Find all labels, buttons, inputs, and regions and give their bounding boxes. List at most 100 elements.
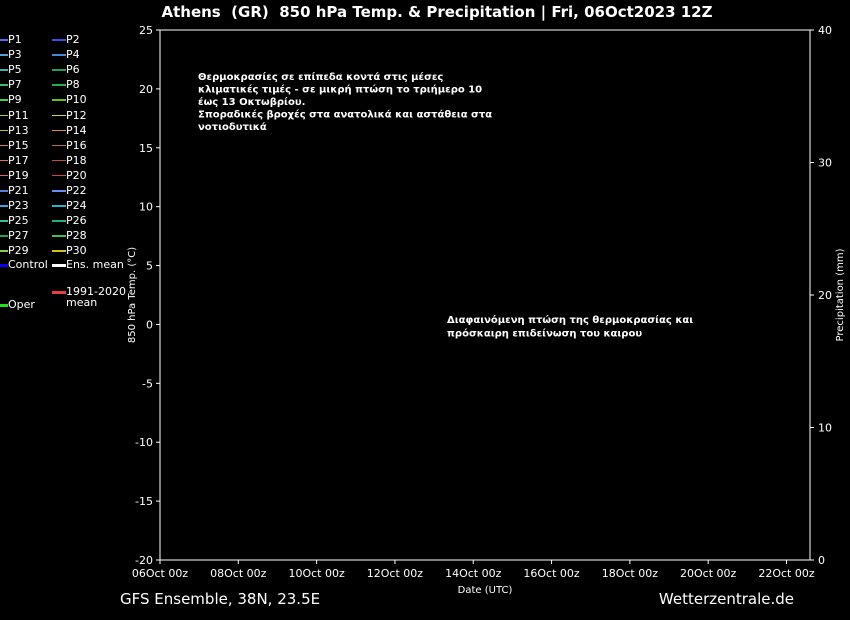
legend-label: P16 (66, 138, 87, 152)
legend-swatch (0, 159, 8, 162)
legend-swatch (52, 291, 66, 294)
annotation: Σποραδικές βροχές στα ανατολικά και αστά… (198, 109, 492, 121)
chart-title: Athens (GR) 850 hPa Temp. & Precipitatio… (162, 3, 713, 22)
x-tick-label: 18Oct 00z (602, 567, 659, 580)
footer-left: GFS Ensemble, 38N, 23.5E (120, 590, 320, 608)
legend-label: P1 (8, 33, 22, 46)
legend-label: Control (8, 258, 48, 271)
legend-swatch (52, 220, 66, 222)
legend-swatch (0, 69, 8, 71)
legend-swatch (52, 84, 66, 86)
y2-axis-label: Precipitation (mm) (835, 248, 846, 341)
legend-label: P28 (66, 229, 87, 243)
legend-label: P6 (66, 63, 80, 77)
legend-label: P10 (66, 93, 87, 107)
legend-swatch (52, 250, 66, 252)
x-tick-label: 16Oct 00z (523, 567, 580, 580)
y-tick-label: -10 (135, 436, 153, 449)
legend-swatch (0, 54, 8, 56)
legend-label: 1991-2020 mean (66, 285, 126, 309)
legend-label: Ens. mean (66, 258, 124, 271)
legend-label: P17 (8, 153, 29, 167)
legend-swatch (52, 205, 66, 207)
legend-label: P29 (8, 244, 29, 258)
legend-label: P13 (8, 123, 29, 137)
y-tick-label: 15 (139, 142, 153, 155)
y-tick-label: 10 (139, 201, 153, 214)
y-tick-label: 25 (139, 24, 153, 37)
legend-swatch (52, 69, 66, 71)
x-tick-label: 08Oct 00z (210, 567, 267, 580)
legend-label: P5 (8, 63, 22, 77)
legend-label: P23 (8, 199, 29, 213)
y-tick-label: 20 (139, 83, 153, 96)
legend-label: P2 (66, 33, 80, 46)
legend-label: P8 (66, 78, 80, 92)
annotation: πρόσκαιρη επιδείνωση του καιρου (447, 328, 642, 340)
x-tick-label: 06Oct 00z (132, 567, 189, 580)
legend-label: P19 (8, 168, 29, 182)
legend-label: P7 (8, 78, 22, 92)
legend-swatch (0, 144, 8, 147)
legend-label: P27 (8, 229, 29, 243)
annotation: Διαφαινόμενη πτώση της θερμοκρασίας και (447, 314, 693, 326)
legend-swatch (0, 174, 8, 177)
legend-swatch (0, 235, 8, 237)
legend-label: P24 (66, 199, 87, 213)
legend-swatch (0, 250, 8, 252)
legend-swatch (0, 304, 8, 307)
legend-label: P22 (66, 184, 87, 197)
x-axis-label: Date (UTC) (458, 585, 513, 596)
legend-swatch (52, 264, 66, 267)
y-tick-label: 0 (146, 318, 153, 331)
y-tick-label: -5 (142, 377, 153, 390)
x-tick-label: 14Oct 00z (445, 567, 502, 580)
legend-swatch (52, 99, 66, 101)
footer-right: Wetterzentrale.de (659, 590, 794, 608)
legend-swatch (52, 129, 66, 132)
legend-swatch (0, 84, 8, 86)
annotation: έως 13 Οκτωβρίου. (198, 96, 305, 108)
y-axis-label: 850 hPa Temp. (°C) (127, 247, 138, 343)
legend-label: P3 (8, 48, 22, 62)
legend-label: P11 (8, 108, 29, 122)
legend-label: Oper (8, 298, 35, 311)
annotation: κλιματικές τιμές - σε μικρή πτώση το τρι… (198, 84, 482, 96)
legend-swatch (52, 235, 66, 237)
y-tick-label: 5 (146, 260, 153, 273)
y2-tick-label: 40 (818, 24, 832, 37)
legend-label: P20 (66, 168, 87, 182)
legend-label: P9 (8, 93, 22, 107)
y2-tick-label: 30 (818, 157, 832, 170)
legend-swatch (0, 205, 8, 207)
legend-swatch (52, 159, 66, 162)
y2-tick-label: 0 (818, 554, 825, 567)
legend-swatch (52, 39, 66, 41)
legend-swatch (0, 129, 8, 132)
legend-swatch (0, 39, 8, 41)
y2-tick-label: 20 (818, 289, 832, 302)
x-tick-label: 10Oct 00z (288, 567, 345, 580)
x-tick-label: 12Oct 00z (367, 567, 424, 580)
legend-swatch (0, 264, 8, 267)
legend-label: P12 (66, 108, 87, 122)
legend-swatch (52, 144, 66, 147)
legend-label: P30 (66, 244, 87, 258)
legend-label: P21 (8, 184, 29, 197)
y-tick-label: -15 (135, 495, 153, 508)
legend-swatch (0, 220, 8, 222)
legend-label: P18 (66, 153, 87, 167)
legend-label: P25 (8, 214, 29, 228)
legend-swatch (52, 54, 66, 56)
legend-label: P26 (66, 214, 87, 228)
legend-swatch (0, 114, 8, 116)
plot-frame (159, 29, 811, 561)
legend-swatch (52, 190, 66, 192)
legend-swatch (0, 190, 8, 192)
x-tick-label: 20Oct 00z (680, 567, 737, 580)
legend-label: P14 (66, 123, 87, 137)
legend-swatch (52, 174, 66, 177)
annotation: νοτιοδυτικά (198, 121, 267, 133)
y2-tick-label: 10 (818, 422, 832, 435)
